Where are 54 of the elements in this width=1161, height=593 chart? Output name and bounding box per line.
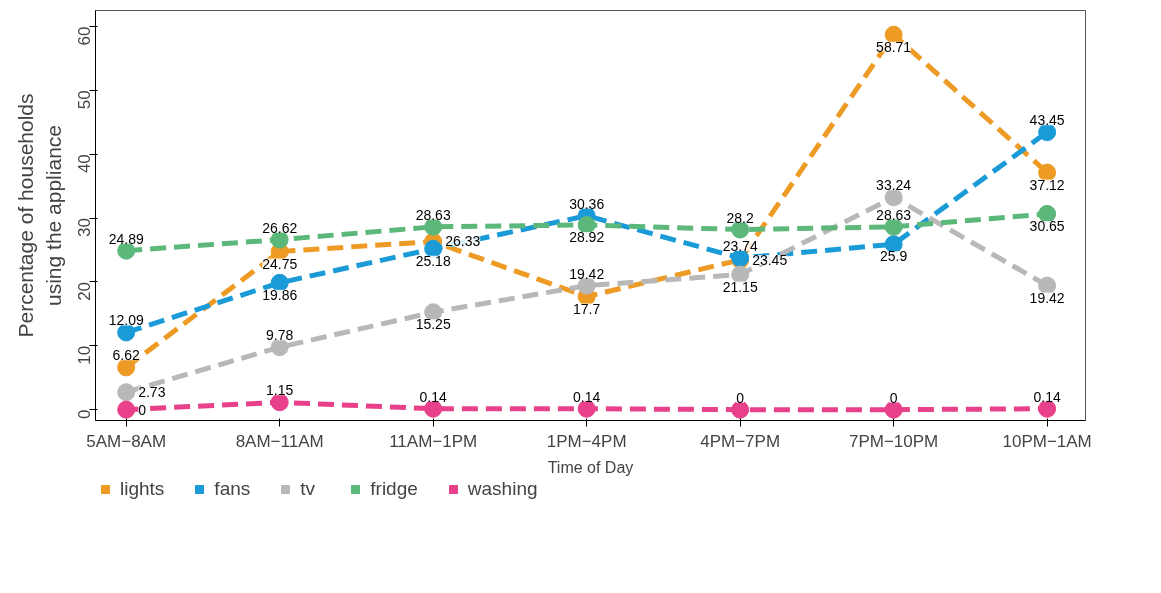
legend-label: tv: [300, 478, 317, 500]
y-tick-label: 20: [75, 281, 95, 301]
x-tick-label: 8AM−11AM: [235, 431, 324, 451]
data-label: 2.73: [138, 384, 166, 401]
data-label: 25.9: [880, 248, 908, 265]
x-tick-label: 4PM−7PM: [700, 431, 781, 451]
legend-label: fans: [214, 478, 251, 500]
x-tick-label: 7PM−10PM: [848, 431, 939, 451]
data-label: 19.42: [1029, 289, 1065, 306]
data-label: 0: [736, 389, 745, 406]
data-label: 24.89: [108, 230, 144, 247]
legend-label: lights: [120, 478, 165, 500]
data-label: 28.2: [726, 209, 754, 226]
legend-label: fridge: [370, 478, 418, 500]
data-label: 9.78: [266, 327, 294, 344]
data-label: 12.09: [108, 312, 144, 329]
data-label: 0.14: [1033, 388, 1061, 405]
data-label: 15.25: [415, 316, 451, 333]
data-label: 30.65: [1029, 217, 1065, 234]
y-tick-label: 30: [75, 218, 95, 237]
data-label: 19.42: [569, 265, 605, 282]
data-label: 6.62: [112, 347, 141, 364]
data-label: 26.62: [262, 219, 298, 236]
x-tick-label: 10PM−1AM: [1002, 431, 1092, 451]
y-tick-label: 40: [75, 154, 95, 174]
x-tick-label: 11AM−1PM: [389, 431, 478, 451]
data-label: 0: [138, 401, 147, 418]
x-tick-label: 1PM−4PM: [546, 431, 627, 451]
data-label: 28.63: [876, 206, 912, 223]
y-tick-label: 60: [75, 26, 95, 46]
data-label: 26.33: [445, 233, 481, 250]
data-label: 37.12: [1029, 176, 1065, 193]
data-label: 0: [889, 389, 898, 406]
data-label: 25.18: [415, 252, 451, 269]
data-label: 30.36: [569, 195, 605, 212]
data-label: 0.14: [419, 388, 448, 405]
x-tick-label: 5AM−8AM: [86, 431, 167, 451]
data-label: 28.92: [569, 228, 605, 245]
data-label: 33.24: [876, 177, 912, 194]
legend-label: washing: [467, 478, 538, 500]
data-label: 43.45: [1029, 112, 1065, 129]
data-label: 19.86: [262, 286, 298, 303]
data-label: 0.14: [573, 388, 601, 405]
y-axis-title: Percentage of households using the appliance: [13, 93, 65, 338]
data-label: 58.71: [876, 38, 912, 55]
data-label: 17.7: [573, 300, 601, 317]
data-label: 21.15: [722, 278, 758, 295]
x-axis-title: Time of Day: [547, 458, 634, 476]
y-tick-label: 10: [75, 345, 95, 365]
y-tick-label: 50: [75, 90, 95, 110]
y-tick-label: 0: [75, 409, 95, 420]
data-label: 1.15: [266, 382, 294, 399]
data-label: 24.75: [262, 255, 298, 272]
data-label: 28.63: [415, 206, 451, 223]
